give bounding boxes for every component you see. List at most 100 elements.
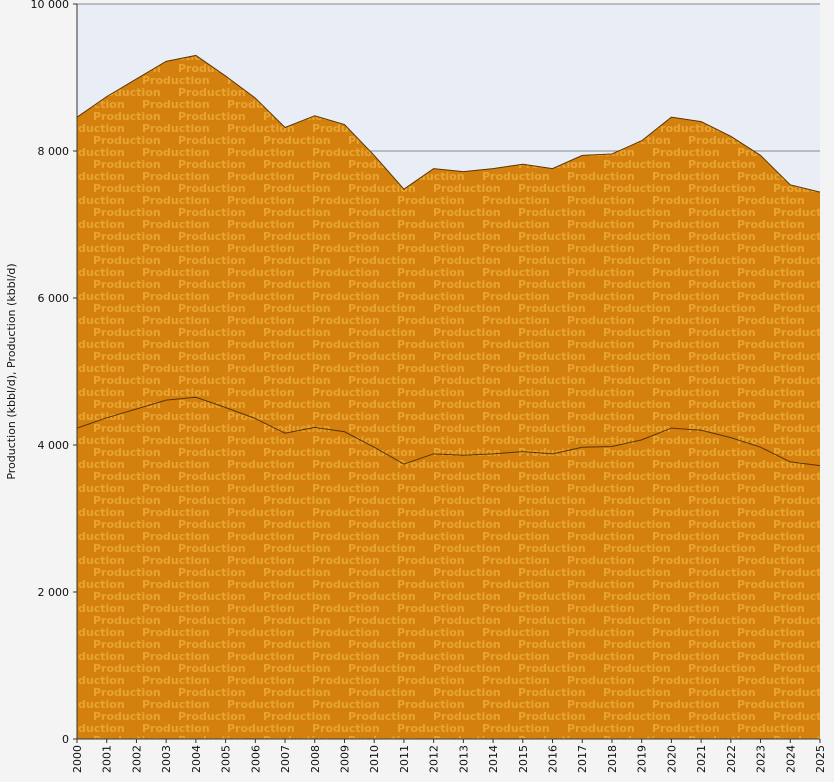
watermark-text: Production [178,710,246,723]
watermark-text: Production [178,230,246,243]
watermark-text: Production [652,458,720,471]
watermark-text: Production [227,482,295,495]
watermark-text: Production [773,614,834,627]
watermark-text: Production [93,494,161,507]
watermark-text: Production [263,566,331,579]
watermark-text: Production [348,326,416,339]
watermark-text: Production [227,362,295,375]
watermark-text: Production [688,206,756,219]
watermark-text: Production [567,194,635,207]
watermark-text: Production [348,518,416,531]
watermark-text: Production [93,398,161,411]
watermark-text: Production [263,614,331,627]
watermark-text: Production [482,482,550,495]
watermark-text: Production [263,230,331,243]
watermark-text: Production [822,698,834,711]
watermark-text: Production [822,626,834,639]
watermark-text: Production [178,158,246,171]
watermark-text: Production [263,518,331,531]
watermark-text: Production [688,230,756,243]
watermark-text: Production [518,230,586,243]
watermark-text: Production [482,626,550,639]
watermark-text: Production [93,110,161,123]
watermark-text: Production [178,398,246,411]
watermark-text: Production [652,290,720,303]
watermark-text: Production [263,302,331,315]
watermark-text: Production [142,722,210,735]
watermark-text: Production [433,494,501,507]
watermark-text: Production [312,458,380,471]
watermark-text: Production [737,386,805,399]
watermark-text: Production [822,434,834,447]
watermark-text: Production [178,326,246,339]
watermark-text: Production [688,158,756,171]
watermark-text: Production [822,170,834,183]
watermark-text: Production [567,386,635,399]
watermark-text: Production [312,698,380,711]
watermark-text: Production [822,530,834,543]
watermark-text: Production [397,602,465,615]
watermark-text: Production [433,542,501,555]
watermark-text: Production [822,506,834,519]
watermark-text: Production [518,182,586,195]
watermark-text: Production [567,506,635,519]
watermark-text: Production [603,254,671,267]
watermark-text: Production [93,158,161,171]
watermark-text: Production [822,554,834,567]
watermark-text: Production [263,326,331,339]
watermark-text: Production [263,638,331,651]
watermark-text: Production [482,386,550,399]
watermark-text: Production [263,350,331,363]
watermark-text: Production [433,590,501,603]
watermark-text: Production [178,278,246,291]
watermark-text: Production [567,650,635,663]
watermark-text: Production [603,446,671,459]
watermark-text: Production [652,434,720,447]
watermark-text: Production [142,98,210,111]
watermark-text: Production [178,542,246,555]
watermark-text: Production [822,314,834,327]
watermark-text: Production [688,686,756,699]
watermark-text: Production [822,386,834,399]
watermark-text: Production [433,206,501,219]
watermark-text: Production [737,338,805,351]
watermark-text: Production [822,98,834,111]
watermark-text: Production [227,698,295,711]
watermark-text: Production [822,146,834,159]
watermark-text: Production [822,122,834,135]
watermark-text: Production [433,566,501,579]
watermark-text: Production [518,614,586,627]
watermark-text: Production [688,350,756,363]
watermark-text: Production [178,350,246,363]
watermark-text: Production [57,146,125,159]
watermark-text: Production [93,566,161,579]
watermark-text: Production [397,626,465,639]
watermark-text: Production [603,518,671,531]
watermark-text: Production [227,626,295,639]
watermark-text: Production [433,710,501,723]
watermark-text: Production [142,242,210,255]
watermark-text: Production [567,338,635,351]
watermark-text: Production [57,458,125,471]
watermark-text: Production [652,602,720,615]
y-axis-title: Production (kbbl/d), Production (kbbl/d) [5,263,18,479]
watermark-text: Production [773,518,834,531]
watermark-text: Production [142,674,210,687]
watermark-text: Production [227,290,295,303]
watermark-text: Production [178,206,246,219]
watermark-text: Production [652,554,720,567]
watermark-text: Production [57,434,125,447]
watermark-text: Production [142,170,210,183]
watermark-text: Production [737,698,805,711]
watermark-text: Production [773,398,834,411]
watermark-text: Production [773,302,834,315]
watermark-text: Production [348,710,416,723]
area-series-group [77,55,820,739]
watermark-text: Production [227,218,295,231]
watermark-text: Production [348,638,416,651]
watermark-text: Production [822,194,834,207]
watermark-text: Production [397,338,465,351]
watermark-text: Production [397,194,465,207]
watermark-text: Production [482,218,550,231]
watermark-text: Production [822,578,834,591]
